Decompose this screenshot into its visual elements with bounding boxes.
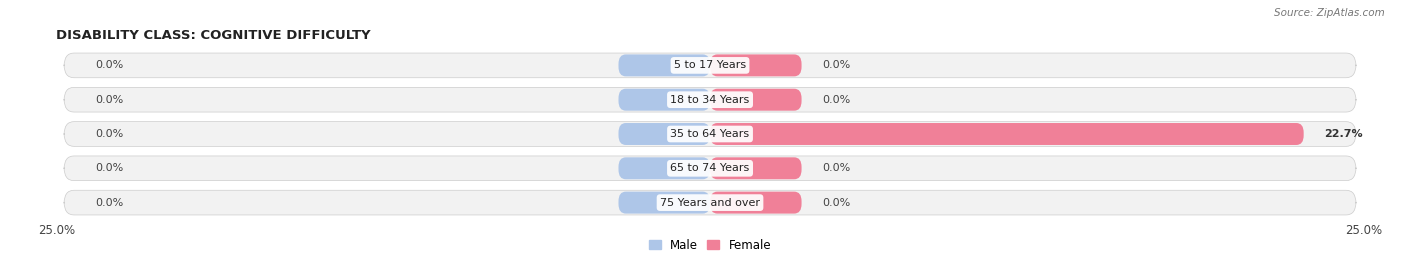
Legend: Male, Female: Male, Female bbox=[648, 239, 772, 252]
Text: 0.0%: 0.0% bbox=[96, 95, 124, 105]
FancyBboxPatch shape bbox=[710, 89, 801, 111]
Text: 0.0%: 0.0% bbox=[823, 163, 851, 173]
Text: 0.0%: 0.0% bbox=[823, 95, 851, 105]
Text: 0.0%: 0.0% bbox=[96, 163, 124, 173]
Text: 5 to 17 Years: 5 to 17 Years bbox=[673, 60, 747, 70]
FancyBboxPatch shape bbox=[710, 123, 1303, 145]
FancyBboxPatch shape bbox=[619, 89, 710, 111]
Text: 0.0%: 0.0% bbox=[96, 198, 124, 208]
Text: Source: ZipAtlas.com: Source: ZipAtlas.com bbox=[1274, 8, 1385, 18]
Text: 18 to 34 Years: 18 to 34 Years bbox=[671, 95, 749, 105]
Text: 0.0%: 0.0% bbox=[96, 129, 124, 139]
FancyBboxPatch shape bbox=[710, 157, 801, 179]
FancyBboxPatch shape bbox=[619, 123, 710, 145]
FancyBboxPatch shape bbox=[619, 54, 710, 76]
FancyBboxPatch shape bbox=[710, 54, 801, 76]
FancyBboxPatch shape bbox=[65, 156, 1355, 181]
FancyBboxPatch shape bbox=[65, 87, 1355, 112]
FancyBboxPatch shape bbox=[710, 192, 801, 214]
Text: 0.0%: 0.0% bbox=[823, 198, 851, 208]
FancyBboxPatch shape bbox=[619, 157, 710, 179]
Text: 0.0%: 0.0% bbox=[823, 60, 851, 70]
Text: 75 Years and over: 75 Years and over bbox=[659, 198, 761, 208]
Text: 65 to 74 Years: 65 to 74 Years bbox=[671, 163, 749, 173]
FancyBboxPatch shape bbox=[65, 190, 1355, 215]
FancyBboxPatch shape bbox=[65, 122, 1355, 146]
Text: DISABILITY CLASS: COGNITIVE DIFFICULTY: DISABILITY CLASS: COGNITIVE DIFFICULTY bbox=[56, 28, 371, 42]
Text: 35 to 64 Years: 35 to 64 Years bbox=[671, 129, 749, 139]
FancyBboxPatch shape bbox=[619, 192, 710, 214]
FancyBboxPatch shape bbox=[65, 53, 1355, 78]
Text: 0.0%: 0.0% bbox=[96, 60, 124, 70]
Text: 22.7%: 22.7% bbox=[1324, 129, 1364, 139]
